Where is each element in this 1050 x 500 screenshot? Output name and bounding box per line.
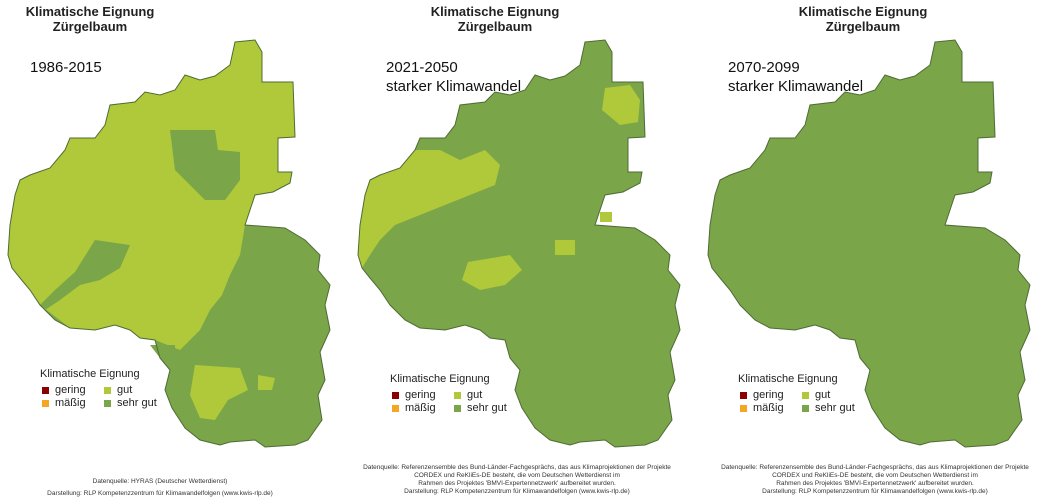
region-border [707,39,1031,448]
credit: Darstellung: RLP Kompetenzzentrum für Kl… [404,488,630,495]
region-shape [357,39,681,448]
title-line-2: Zürgelbaum [52,19,128,34]
legend-label: sehr gut [117,397,157,409]
source-line: CORDEX und ReKliEs-DE besteht, die vom D… [414,472,620,479]
legend: Klimatische Eignung gering gut mäßig seh… [390,373,532,414]
legend-item-sehr-gut: sehr gut [800,402,880,414]
legend-item-sehr-gut: sehr gut [102,397,182,409]
map-title: Klimatische Eignung Zürgelbaum [688,4,1038,34]
source-line: Rahmen des Projektes 'BMVI-Expertennetzw… [418,480,616,487]
source-line: Rahmen des Projektes 'BMVI-Expertennetzw… [776,480,974,487]
map-title: Klimatische Eignung Zürgelbaum [0,4,265,34]
legend: Klimatische Eignung gering gut mäßig seh… [40,368,182,409]
data-source: Datenquelle: Referenzensemble des Bund-L… [342,464,692,488]
legend-swatch [104,399,111,407]
time-period-label: 2021-2050 starker Klimawandel [386,58,521,96]
region-shape [707,39,1031,448]
legend-label: gering [405,389,436,401]
legend-swatch [802,391,809,399]
region-border [7,39,331,448]
period-line-2: starker Klimawandel [386,78,522,95]
legend-item-maessig: mäßig [40,397,102,409]
legend-swatch [42,386,49,394]
title-line-1: Klimatische Eignung [430,4,560,19]
legend-swatch [454,404,461,412]
map-panel-1986-2015: Klimatische Eignung Zürgelbaum 1986-2015… [0,0,350,500]
legend-item-gut: gut [800,389,880,401]
credit: Darstellung: RLP Kompetenzzentrum für Kl… [47,490,273,497]
data-source: Datenquelle: HYRAS (Deutscher Wetterdien… [0,478,335,486]
period-line-2: starker Klimawandel [728,78,864,95]
legend-label: mäßig [55,397,86,409]
title-line-1: Klimatische Eignung [798,4,928,19]
legend-label: gering [753,389,784,401]
source-line: CORDEX und ReKliEs-DE besteht, die vom D… [772,472,978,479]
legend-swatch [104,386,111,394]
legend-swatch [454,391,461,399]
suitability-map [7,39,331,448]
legend-swatch [740,391,747,399]
suitability-map [707,39,1031,448]
legend-item-sehr-gut: sehr gut [452,402,532,414]
legend-label: gut [815,389,831,401]
region-base [358,40,680,447]
map-title: Klimatische Eignung Zürgelbaum [320,4,670,34]
map-panel-2021-2050: Klimatische Eignung Zürgelbaum 2021-2050… [350,0,700,500]
data-source: Datenquelle: Referenzensemble des Bund-L… [700,464,1050,488]
map-panel-2070-2099: Klimatische Eignung Zürgelbaum 2070-2099… [700,0,1050,500]
legend-title: Klimatische Eignung [738,373,838,385]
legend-swatch [392,404,399,412]
source-line: Datenquelle: Referenzensemble des Bund-L… [721,464,1029,471]
legend-title: Klimatische Eignung [390,373,490,385]
gut-patches [190,365,275,420]
title-line-2: Zürgelbaum [825,19,901,34]
period-line-1: 2021-2050 [386,59,458,76]
region-border [357,39,681,448]
title-line-2: Zürgelbaum [457,19,533,34]
legend-swatch [740,404,747,412]
legend-title: Klimatische Eignung [40,368,140,380]
legend: Klimatische Eignung gering gut mäßig seh… [738,373,880,414]
legend-item-gering: gering [738,389,800,401]
suitability-map [357,39,681,448]
legend-label: gering [55,384,86,396]
legend-item-gering: gering [40,384,102,396]
legend-label: gut [117,384,133,396]
time-period-label: 2070-2099 starker Klimawandel [728,58,863,96]
legend-label: sehr gut [467,402,507,414]
time-period-label: 1986-2015 [30,58,102,77]
title-line-1: Klimatische Eignung [25,4,155,19]
legend-swatch [802,404,809,412]
gut-area [358,85,640,290]
legend-label: mäßig [753,402,784,414]
period-line-1: 1986-2015 [30,59,102,76]
legend-item-gering: gering [390,389,452,401]
credit: Darstellung: RLP Kompetenzzentrum für Kl… [762,488,988,495]
legend-label: gut [467,389,483,401]
source-line: Datenquelle: Referenzensemble des Bund-L… [363,464,671,471]
legend-label: mäßig [405,402,436,414]
legend-swatch [392,391,399,399]
legend-item-gut: gut [452,389,532,401]
legend-item-maessig: mäßig [738,402,800,414]
legend-item-maessig: mäßig [390,402,452,414]
legend-swatch [42,399,49,407]
region-shape [7,39,331,448]
legend-item-gut: gut [102,384,182,396]
legend-label: sehr gut [815,402,855,414]
source-line: Datenquelle: HYRAS (Deutscher Wetterdien… [92,478,228,485]
period-line-1: 2070-2099 [728,59,800,76]
region-base [708,40,1030,447]
